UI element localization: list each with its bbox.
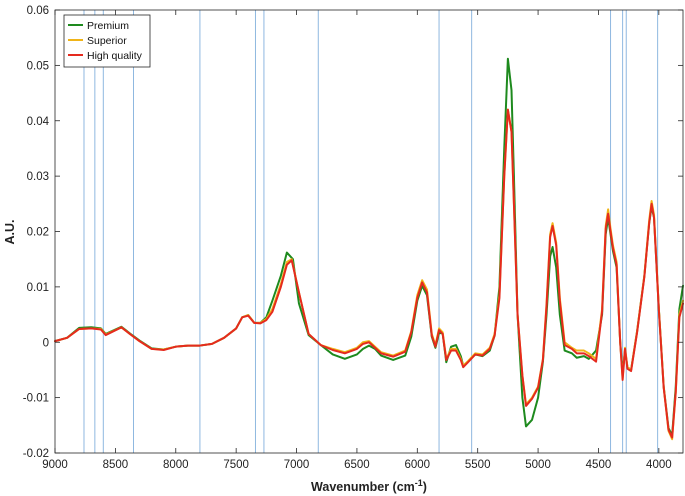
y-axis-title: A.U.: [3, 220, 17, 245]
y-tick-label: 0.01: [27, 282, 49, 294]
x-tick-label: 7500: [223, 459, 249, 471]
legend-label: Superior: [87, 35, 127, 47]
x-tick-label: 5000: [525, 459, 551, 471]
legend-label: Premium: [87, 20, 129, 32]
y-tick-label: -0.02: [23, 448, 49, 460]
x-tick-label: 8500: [103, 459, 129, 471]
y-tick-label: 0.06: [27, 5, 49, 17]
x-tick-label: 6000: [405, 459, 431, 471]
y-tick-label: 0.05: [27, 60, 49, 72]
x-axis-title: Wavenumber (cm-1): [311, 478, 427, 494]
x-tick-label: 4500: [586, 459, 612, 471]
y-tick-label: 0.02: [27, 227, 49, 239]
series-line-superior: [54, 108, 684, 441]
x-tick-label: 6500: [344, 459, 370, 471]
x-tick-label: 4000: [646, 459, 672, 471]
x-tick-label: 8000: [163, 459, 189, 471]
series-line-high-quality: [54, 108, 684, 439]
x-tick-label: 9000: [42, 459, 68, 471]
x-axis-ticks: 9000 8500 8000 7500 7000 6500 6000 5500 5000 4500…: [42, 10, 672, 471]
series-layer: [54, 57, 684, 441]
plot-frame: [54, 9, 684, 454]
legend: Premium Superior High quality: [63, 14, 151, 68]
y-tick-label: 0.03: [27, 171, 49, 183]
x-tick-label: 5500: [465, 459, 491, 471]
y-axis-ticks: -0.02 -0.01 0 0.01 0.02 0.03 0.04 0.05 0.06: [23, 5, 683, 460]
x-tick-label: 7000: [284, 459, 310, 471]
y-tick-label: 0.04: [27, 116, 50, 128]
y-tick-label: -0.01: [23, 393, 49, 405]
y-tick-label: 0: [43, 337, 49, 349]
legend-label: High quality: [87, 50, 143, 62]
series-line-premium: [54, 57, 684, 437]
reference-lines: [83, 10, 659, 453]
